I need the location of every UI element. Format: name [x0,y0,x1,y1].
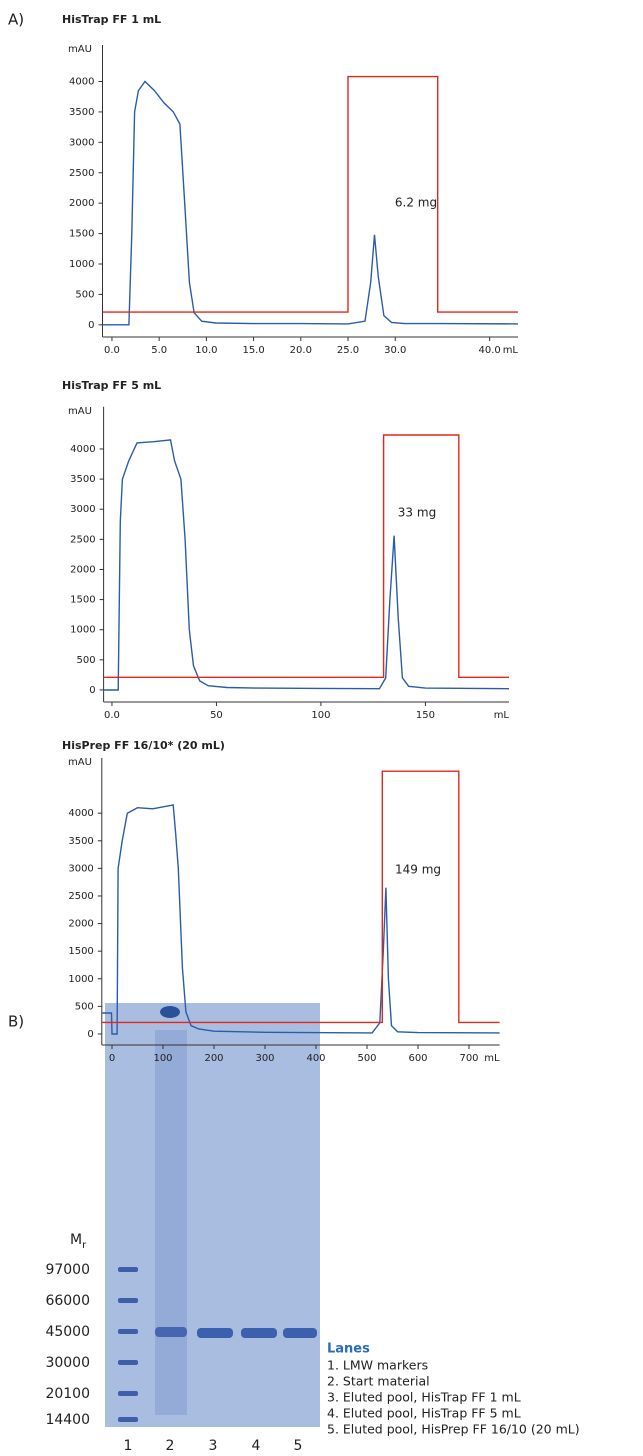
marker-label: 66000 [45,1293,90,1309]
marker-label: 30000 [45,1355,90,1371]
mr-main: M [70,1232,82,1248]
y-tick-label: 0 [88,320,94,331]
x-axis-label: mL [494,710,510,721]
x-tick-label: 5.0 [151,345,167,356]
lane-number: 2 [166,1438,175,1454]
x-tick-label: 500 [357,1053,376,1064]
marker-band [118,1417,138,1422]
y-axis-label: mAU [68,757,92,768]
x-tick-label: 200 [204,1053,223,1064]
y-tick-label: 3000 [70,504,95,515]
marker-label: 20100 [45,1386,90,1402]
y-axis-label: mAU [68,44,92,55]
annotation: 149 mg [395,863,441,877]
y-tick-label: 4000 [70,444,95,455]
trace-line [102,80,519,326]
trace-line [103,439,510,691]
legend-title: Lanes [327,1342,370,1357]
marker-band [118,1329,138,1334]
x-tick-label: 100 [153,1053,172,1064]
marker-label: 14400 [45,1412,90,1428]
x-tick-label: 25.0 [337,345,359,356]
marker-band [118,1360,138,1365]
y-tick-label: 500 [77,655,96,666]
chart-title: HisTrap FF 5 mL [62,379,161,392]
x-tick-label: 15.0 [242,345,264,356]
annotation: 33 mg [398,506,436,520]
x-tick-label: 0 [109,1053,115,1064]
y-tick-label: 0 [89,685,95,696]
y-tick-label: 1500 [70,595,95,606]
y-tick-label: 2500 [68,891,93,902]
trace-line [101,770,500,1024]
x-tick-label: 30.0 [384,345,406,356]
trace-line [102,75,518,313]
panel-label: A) [8,11,24,29]
marker-label: 45000 [45,1324,90,1340]
y-tick-label: 1000 [68,974,93,985]
marker-band [118,1391,138,1396]
mr-label: Mr [70,1232,87,1251]
x-tick-label: 700 [459,1053,478,1064]
x-tick-label: 150 [416,710,435,721]
legend-item: 4. Eluted pool, HisTrap FF 5 mL [327,1406,521,1421]
x-tick-label: 100 [311,710,330,721]
legend-item: 2. Start material [327,1374,430,1389]
x-tick-label: 400 [306,1053,325,1064]
trace-line [101,804,500,1035]
x-tick-label: 600 [408,1053,427,1064]
y-tick-label: 4000 [69,77,94,88]
chart-title: HisPrep FF 16/10* (20 mL) [62,739,225,752]
y-tick-label: 500 [75,1001,94,1012]
legend-item: 5. Eluted pool, HisPrep FF 16/10 (20 mL) [327,1422,580,1437]
panel-label: B) [8,1013,24,1031]
y-tick-label: 500 [75,289,94,300]
y-tick-label: 1000 [69,259,94,270]
y-tick-label: 3000 [69,137,94,148]
mr-sub: r [82,1240,87,1251]
y-axis-label: mAU [68,406,92,417]
lane-number: 4 [252,1438,261,1454]
y-tick-label: 2500 [69,168,94,179]
x-tick-label: 0.0 [104,345,120,356]
y-tick-label: 3000 [68,863,93,874]
y-tick-label: 3500 [68,836,93,847]
y-tick-label: 2000 [70,564,95,575]
marker-band [118,1267,138,1272]
lane-number: 1 [124,1438,133,1454]
marker-band [118,1298,138,1303]
lane-number: 5 [294,1438,303,1454]
y-tick-label: 1500 [68,946,93,957]
x-tick-label: 0.0 [104,710,120,721]
x-axis-label: mL [503,345,519,356]
x-tick-label: 10.0 [195,345,217,356]
trace-line [103,434,509,678]
y-tick-label: 1500 [69,229,94,240]
x-axis-label: mL [484,1053,500,1064]
x-tick-label: 300 [255,1053,274,1064]
y-tick-label: 0 [87,1029,93,1040]
lane-number: 3 [209,1438,218,1454]
legend-item: 1. LMW markers [327,1358,428,1373]
y-tick-label: 2000 [68,919,93,930]
y-tick-label: 2000 [69,198,94,209]
marker-label: 97000 [45,1262,90,1278]
x-tick-label: 50 [210,710,223,721]
y-tick-label: 4000 [68,808,93,819]
legend-item: 3. Eluted pool, HisTrap FF 1 mL [327,1390,521,1405]
x-tick-label: 40.0 [479,345,501,356]
chart-title: HisTrap FF 1 mL [62,13,161,26]
y-tick-label: 1000 [70,625,95,636]
x-tick-label: 20.0 [290,345,312,356]
y-tick-label: 2500 [70,534,95,545]
gel-image [105,1003,320,1427]
y-tick-label: 3500 [70,474,95,485]
annotation: 6.2 mg [395,196,437,210]
y-tick-label: 3500 [69,107,94,118]
